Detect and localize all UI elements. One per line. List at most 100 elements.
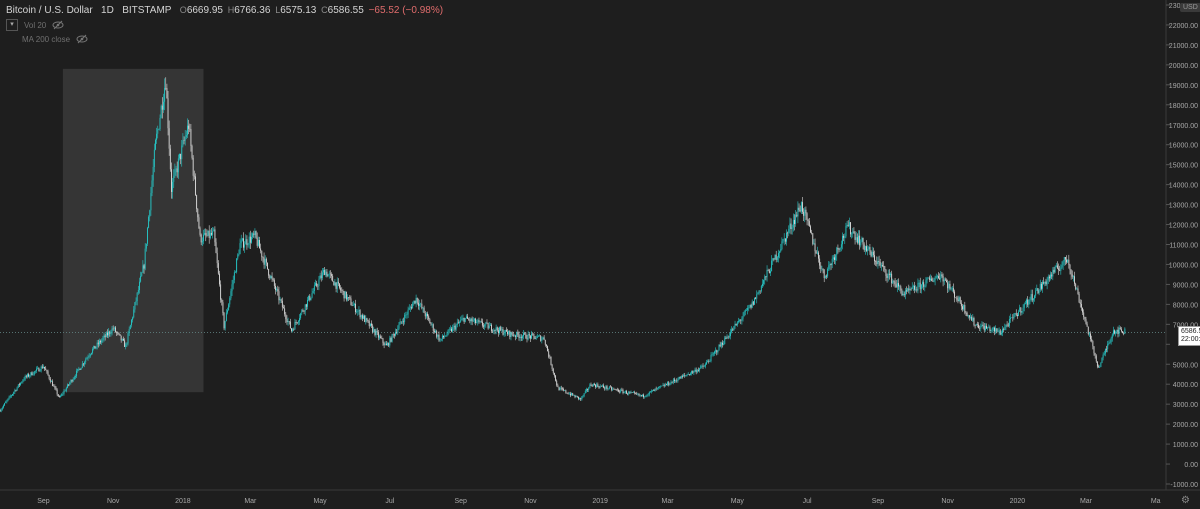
candle-body [364,315,366,322]
candle-body [637,393,639,395]
candle-body [768,270,770,274]
gear-icon[interactable]: ⚙ [1181,495,1190,506]
indicator-ma[interactable]: MA 200 close [22,34,71,44]
candle-body [188,125,190,129]
candle-body [661,385,663,387]
candle-body [181,145,183,160]
indicator-vol[interactable]: Vol 20 [24,20,47,30]
candle-body [736,322,738,326]
candle-body [619,391,621,393]
candle-body [948,283,950,289]
high-value: 6766.36 [234,5,271,16]
candle-body [415,297,417,304]
hidden-eye-icon[interactable] [52,20,64,30]
candle-body [844,236,846,238]
candle-body [28,374,30,377]
candle-body [503,333,505,335]
candle-body [731,329,733,333]
candle-body [656,387,658,389]
candle-body [759,290,761,292]
candle-body [675,380,677,382]
candle-body [876,261,878,265]
candle-body [600,385,602,387]
candle-body [358,310,360,312]
candle-body [204,233,206,235]
candle-body [256,237,258,246]
candle-body [581,396,583,400]
candle-body [1092,341,1094,347]
candle-body [345,291,347,300]
candle-body [588,388,590,390]
time-tick-label: Mar [1080,498,1093,505]
candle-body [544,339,546,345]
candle-body [706,362,707,365]
candle-body [215,242,217,253]
candle-body [190,129,192,146]
candle-body [270,276,272,279]
candle-body [1085,319,1087,324]
candle-body [101,340,103,343]
candle-body [1020,307,1022,313]
candle-body [332,275,334,282]
candle-body [543,337,545,340]
candle-body [877,260,879,265]
candle-body [862,237,864,245]
candle-body [49,378,51,382]
candle-body [1093,346,1095,354]
candle-body [344,291,346,299]
price-tick-label: 5000.00 [1173,362,1198,369]
candle-body [939,278,941,280]
candle-body [1010,317,1011,320]
currency-badge[interactable]: USD [1180,3,1200,12]
candle-body [142,265,144,273]
candle-body [516,331,518,337]
candle-body [1013,313,1015,319]
candle-body [429,319,431,324]
hidden-eye-icon[interactable] [76,34,88,44]
candle-body [9,396,11,397]
candle-body [1011,317,1013,319]
candle-body [353,303,355,306]
price-tick-label: 18000.00 [1169,103,1198,110]
candle-body [252,233,254,238]
candle-body [293,329,295,330]
candle-body [954,291,955,298]
candle-body [790,223,792,229]
candle-body [695,369,697,373]
candle-body [1110,338,1112,343]
candle-body [1052,269,1054,277]
candle-body [214,229,216,243]
candle-body [158,129,160,130]
candle-body [970,317,971,318]
candle-body [390,337,392,342]
candle-body [892,280,894,284]
candle-body [866,246,867,251]
candle-body [1056,265,1058,269]
candle-body [424,313,426,317]
collapse-legend-button[interactable]: ▾ [6,19,18,31]
candle-body [492,330,494,332]
candle-body [268,269,270,276]
candle-body [885,269,887,276]
candle-body [435,331,436,332]
candle-body [430,323,432,325]
candle-body [720,342,722,347]
time-axis[interactable]: Sep Nov 2018 Mar May Jul Sep Nov 2019 Mar May Jul Se… [0,489,1200,505]
candle-body [367,320,369,322]
candle-body [1099,367,1101,368]
candle-body [352,305,354,306]
candle-body [76,370,78,377]
candle-body [764,276,766,281]
candle-body [343,291,345,299]
candle-body [71,380,73,382]
candle-body [321,272,323,279]
candle-body [219,273,220,285]
candle-body [700,366,702,369]
price-tick-label: 13000.00 [1169,203,1198,210]
candle-body [140,276,142,282]
candle-body [797,207,799,217]
candle-body [1046,280,1048,285]
candle-body [248,236,250,245]
candle-body [401,321,403,323]
